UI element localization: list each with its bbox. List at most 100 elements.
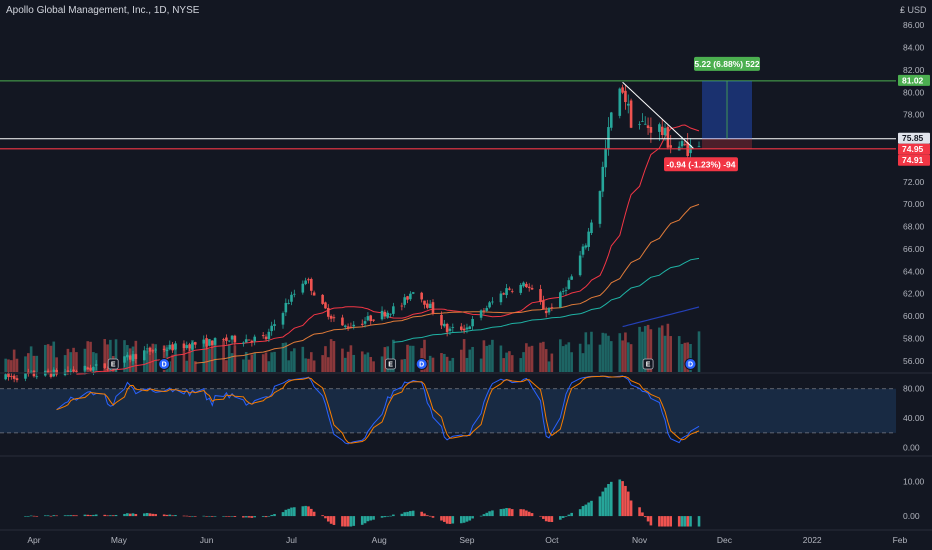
candle-body	[293, 293, 296, 295]
candle-body	[168, 344, 172, 350]
macd-histogram-bar	[92, 514, 95, 517]
volume-bar	[443, 353, 446, 372]
volume-bar	[69, 352, 73, 372]
macd-histogram-bar	[162, 514, 166, 517]
macd-histogram-bar	[210, 516, 214, 517]
candle-body	[191, 342, 194, 350]
candle-body	[75, 371, 78, 373]
volume-bar	[448, 360, 452, 372]
volume-bar	[185, 360, 189, 372]
macd-histogram-bar	[126, 513, 129, 517]
candle-body	[253, 336, 256, 342]
candle-body	[502, 293, 506, 295]
candle-body	[213, 338, 217, 345]
price-tick-label: 78.00	[903, 110, 925, 120]
volume-bar	[663, 335, 667, 372]
volume-bar	[590, 331, 593, 372]
candles-layer	[4, 84, 701, 383]
candle-body	[134, 354, 138, 359]
macd-histogram-bar	[411, 510, 415, 517]
volume-bar	[468, 349, 472, 372]
macd-histogram-bar	[471, 516, 474, 519]
macd-histogram-bar	[584, 504, 588, 517]
chart-title: Apollo Global Management, Inc., 1D, NYSE	[6, 5, 200, 16]
candle-body	[451, 327, 455, 328]
candle-body	[15, 378, 19, 381]
macd-histogram-bar	[250, 516, 254, 518]
time-tick-label: Nov	[632, 535, 648, 545]
macd-histogram-bar	[222, 516, 225, 517]
candle-body	[564, 290, 568, 291]
volume-bar	[4, 358, 7, 372]
volume-bar	[12, 349, 16, 372]
price-tag-bg	[898, 143, 930, 155]
volume-bar	[400, 359, 404, 372]
macd-histogram-bar	[488, 511, 491, 517]
volume-bar	[261, 354, 265, 372]
volume-bar	[341, 348, 344, 372]
macd-histogram-bar	[185, 515, 189, 517]
volume-bar	[332, 341, 336, 372]
macd-histogram-bar	[423, 513, 426, 517]
macd-histogram-bar	[63, 515, 67, 517]
macd-histogram-bar	[403, 512, 406, 517]
candle-body	[343, 325, 347, 327]
target-label: 5.22 (6.88%) 522	[694, 59, 759, 69]
candle-body	[148, 347, 152, 352]
stoch-band-layer	[0, 388, 896, 434]
candle-body	[539, 289, 542, 303]
candle-body	[352, 324, 356, 327]
macd-histogram-bar	[123, 513, 126, 517]
macd-histogram-bar	[114, 514, 118, 517]
candle-body	[310, 279, 313, 291]
macd-histogram-bar	[559, 516, 562, 520]
price-tag-label: 75.85	[902, 133, 924, 143]
price-tag-bg	[898, 74, 930, 86]
volume-bar	[411, 345, 415, 372]
volume-bar	[488, 344, 491, 372]
candle-body	[465, 327, 469, 330]
macd-histogram-bar	[312, 511, 316, 517]
volume-bar	[35, 355, 39, 372]
macd-histogram-bar	[641, 512, 644, 517]
macd-histogram-bar	[369, 516, 373, 521]
volume-bar	[281, 342, 285, 372]
macd-histogram-bar	[145, 512, 149, 517]
macd-histogram-bar	[578, 509, 582, 517]
volume-bar	[641, 331, 644, 372]
volume-bar	[629, 344, 633, 372]
macd-histogram-bar	[544, 516, 548, 522]
macd-histogram-bar	[479, 515, 483, 517]
candle-body	[598, 191, 602, 224]
volume-bar	[445, 356, 449, 372]
candle-body	[468, 326, 472, 330]
time-tick-label: Dec	[717, 535, 733, 545]
volume-bar	[502, 358, 506, 372]
volume-bar	[584, 332, 588, 372]
volume-bar	[643, 326, 647, 372]
macd-histogram-bar	[343, 516, 347, 527]
candle-body	[411, 292, 415, 294]
candle-body	[329, 315, 333, 319]
candle-body	[570, 276, 573, 280]
candle-body	[550, 307, 554, 308]
volume-bar	[247, 359, 251, 372]
candle-body	[273, 324, 276, 326]
volume-bar	[559, 339, 562, 372]
macd-histogram-bar	[103, 514, 107, 517]
macd-histogram-bar	[106, 515, 109, 517]
volume-bar	[544, 349, 548, 372]
macd-histogram-bar	[143, 513, 146, 517]
candle-body	[86, 367, 90, 370]
volume-bar	[578, 343, 582, 372]
macd-histogram-bar	[72, 515, 75, 517]
volume-bar	[86, 341, 90, 372]
volume-bar	[697, 331, 701, 372]
currency-label[interactable]: ₤ USD	[900, 5, 927, 15]
macd-histogram-bar	[225, 516, 228, 517]
volume-bar	[525, 343, 528, 372]
candle-body	[578, 255, 582, 276]
macd-histogram-bar	[406, 511, 409, 517]
volume-bar	[307, 358, 310, 372]
